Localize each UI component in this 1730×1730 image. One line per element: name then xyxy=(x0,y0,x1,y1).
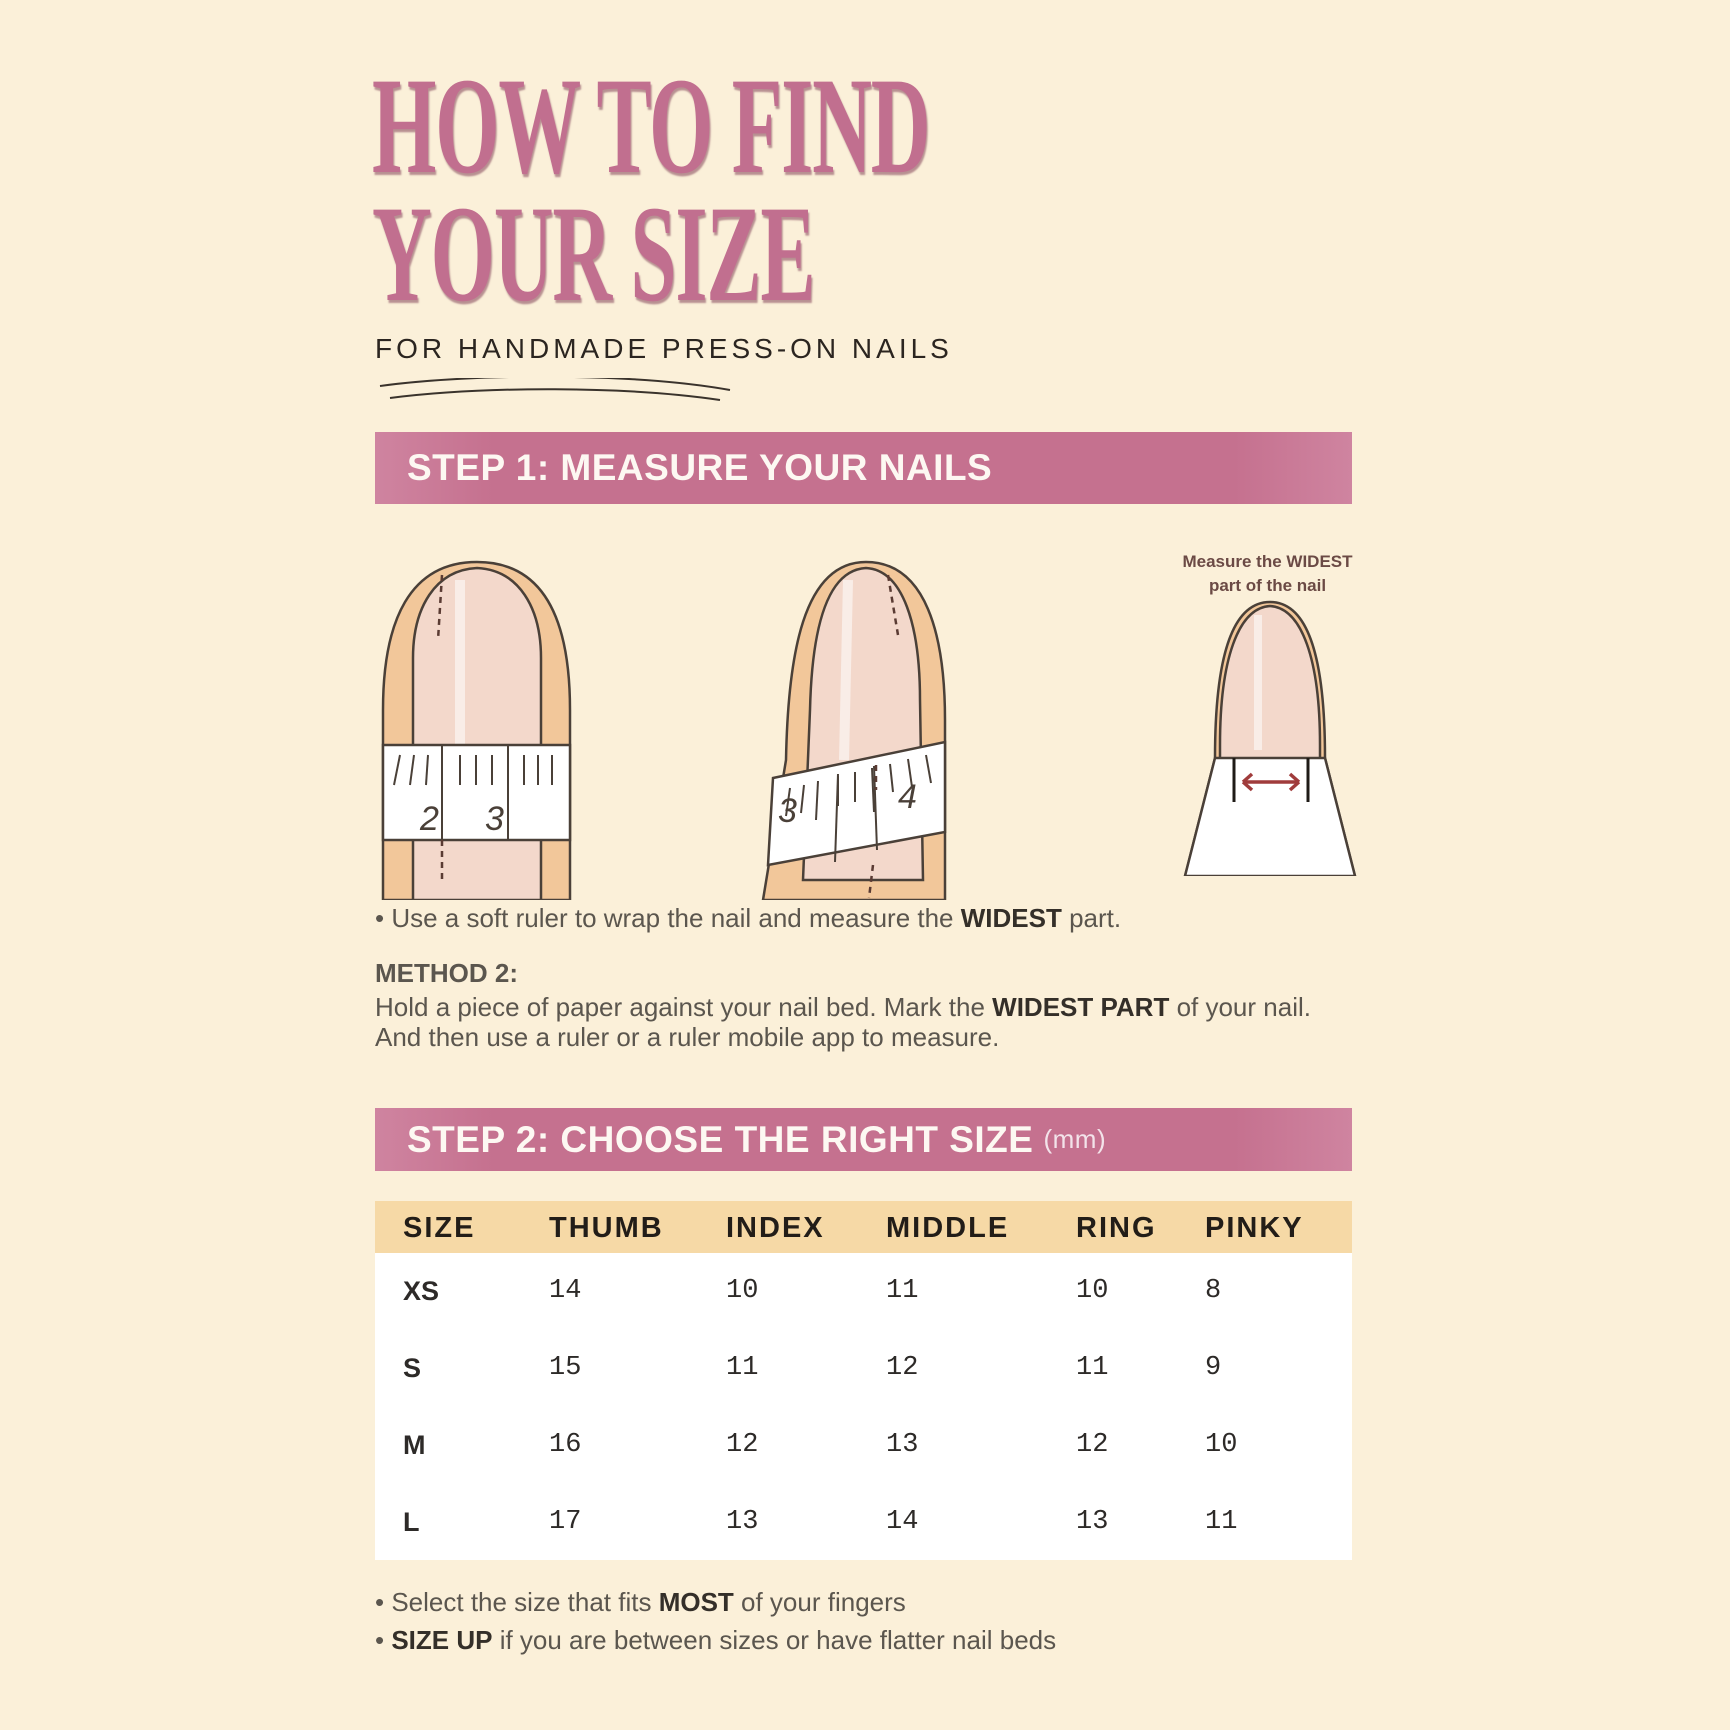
svg-text:4: 4 xyxy=(898,778,917,816)
svg-text:3: 3 xyxy=(778,792,797,830)
svg-text:3: 3 xyxy=(485,800,504,838)
svg-text:2: 2 xyxy=(419,800,439,838)
